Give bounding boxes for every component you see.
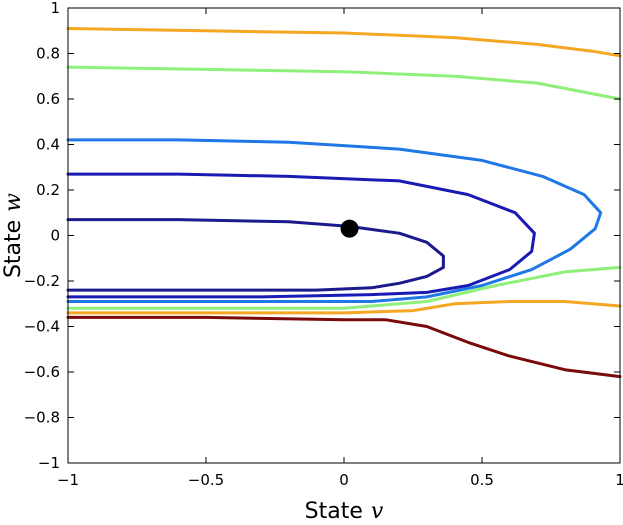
series-line-4 bbox=[66, 65, 622, 101]
y-tick-label: −0.4 bbox=[24, 318, 60, 336]
y-tick-label: 0.8 bbox=[36, 45, 60, 63]
y-tick-label: 0.2 bbox=[36, 181, 60, 199]
y-axis-title-symbol: w bbox=[1, 193, 26, 212]
series-line-2 bbox=[66, 172, 536, 299]
y-tick-label: −1 bbox=[38, 454, 60, 472]
x-axis-title-prefix: State bbox=[305, 499, 363, 524]
series-line-6 bbox=[66, 27, 622, 58]
y-axis-ticks: −1 −0.8 −0.6 −0.4 −0.2 0 0.2 0.4 0.6 0.8 1 bbox=[24, 0, 620, 472]
series-line-1 bbox=[66, 218, 445, 292]
y-tick-label: 0 bbox=[50, 227, 60, 245]
y-tick-label: 1 bbox=[50, 0, 60, 17]
series-line-7 bbox=[66, 300, 622, 315]
marker-layer bbox=[340, 219, 359, 238]
equilibrium-point-marker bbox=[340, 219, 359, 238]
y-axis-title-prefix: State bbox=[1, 220, 26, 278]
plot-lines bbox=[66, 27, 622, 379]
y-tick-label: −0.6 bbox=[24, 363, 60, 381]
x-axis-title-symbol: v bbox=[371, 499, 384, 524]
y-axis-title: State w bbox=[1, 193, 26, 278]
series-line-8 bbox=[66, 315, 622, 379]
x-tick-label: 0 bbox=[339, 471, 349, 489]
x-axis-ticks: −1 −0.5 0 0.5 1 bbox=[57, 8, 623, 489]
x-axis-title: State v bbox=[305, 499, 384, 524]
x-tick-label: −0.5 bbox=[188, 471, 224, 489]
x-tick-label: −1 bbox=[57, 471, 79, 489]
y-tick-label: −0.2 bbox=[24, 272, 60, 290]
series-line-5 bbox=[66, 265, 622, 310]
series-line-3 bbox=[66, 138, 603, 303]
x-tick-label: 0.5 bbox=[470, 471, 494, 489]
y-tick-label: −0.8 bbox=[24, 409, 60, 427]
y-tick-label: 0.6 bbox=[36, 90, 60, 108]
x-tick-label: 1 bbox=[615, 471, 623, 489]
y-tick-label: 0.4 bbox=[36, 136, 60, 154]
